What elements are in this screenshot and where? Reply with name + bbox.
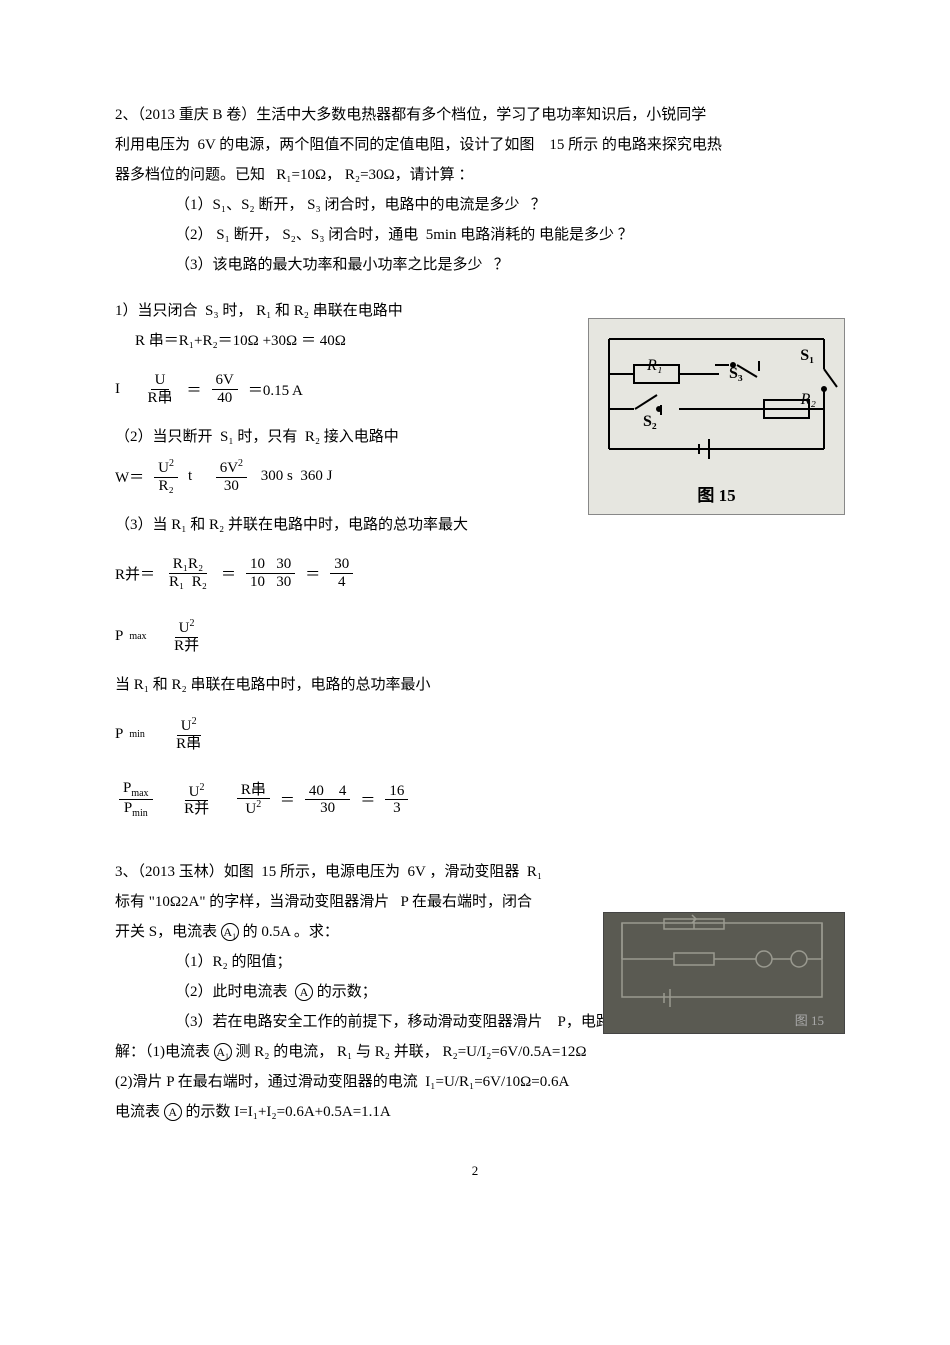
q2-sub3: （3）该电路的最大功率和最小功率之比是多少 ？ bbox=[115, 250, 835, 280]
q2-sub1: （1）S₁、S₂ 断开， S₃ 闭合时，电路中的电流是多少 ？ bbox=[115, 190, 835, 220]
q2-line2: 利用电压为 6V 的电源，两个阻值不同的定值电阻，设计了如图 15 所示 的电路… bbox=[115, 130, 835, 160]
ammeter-a-icon: A bbox=[295, 983, 313, 1001]
q2-line3: 器多档位的问题。已知 R₁=10Ω， R₂=30Ω，请计算 ： bbox=[115, 160, 835, 190]
circuit-photo-icon bbox=[604, 913, 844, 1013]
q2-eq-pmax: Pmax U2R并 bbox=[115, 618, 835, 654]
q3-sol3: 电流表 A 的示数 I=I₁+I₂=0.6A+0.5A=1.1A bbox=[115, 1097, 835, 1127]
q2-eq-ratio: Pmax Pmin U2 R并 R串 U2 ＝ 40 430 ＝ 163 bbox=[115, 780, 835, 819]
q2-sub2: （2） S₁ 断开， S₂、S₃ 闭合时，通电 5min 电路消耗的 电能是多少… bbox=[115, 220, 835, 250]
page-number: 2 bbox=[115, 1163, 835, 1179]
ammeter-a1-icon: A₁ bbox=[214, 1043, 232, 1061]
figure-15-circuit-1: R₁ S₁ S₃ S₂ R₂ 图 15 bbox=[588, 318, 845, 515]
q2-eq-rparallel: R并＝ R₁R₂R₁ R₂ ＝ 10 3010 30 ＝ 304 bbox=[115, 556, 835, 590]
q3-line1: 3、（2013 玉林）如图 15 所示，电源电压为 6V ，滑动变阻器 R₁ bbox=[115, 857, 835, 887]
ammeter-a-icon: A bbox=[164, 1103, 182, 1121]
q2-sol3b: 当 R₁ 和 R₂ 串联在电路中时，电路的总功率最小 bbox=[115, 670, 835, 700]
figure-15-circuit-2: 图 15 bbox=[603, 912, 845, 1034]
q3-sol2: (2)滑片 P 在最右端时，通过滑动变阻器的电流 I₁=U/R₁=6V/10Ω=… bbox=[115, 1067, 835, 1097]
ammeter-a1-icon: A₁ bbox=[221, 923, 239, 941]
q2-line1: 2、（2013 重庆 B 卷）生活中大多数电热器都有多个档位，学习了电功率知识后… bbox=[115, 100, 835, 130]
figure-caption: 图 15 bbox=[589, 481, 844, 506]
figure-caption: 图 15 bbox=[795, 1010, 824, 1029]
q2-eq-pmin: Pmin U2R串 bbox=[115, 716, 835, 752]
q3-sol1: 解：（1)电流表 A₁ 测 R₂ 的电流， R₁ 与 R₂ 并联， R₂=U/I… bbox=[115, 1037, 835, 1067]
